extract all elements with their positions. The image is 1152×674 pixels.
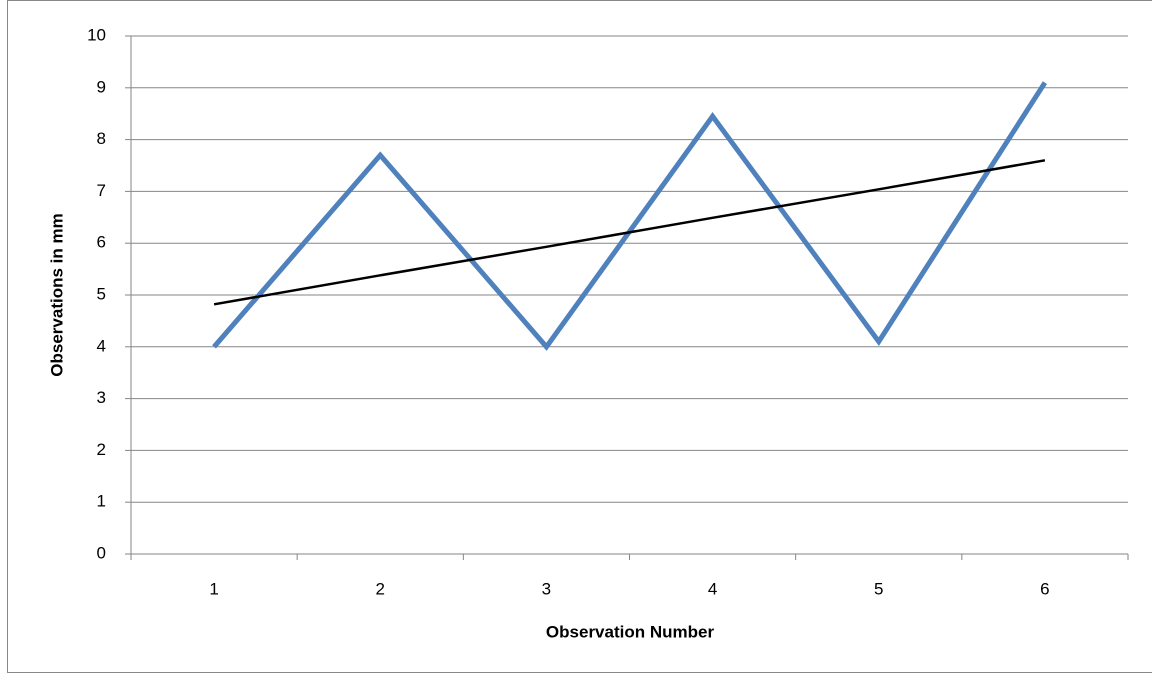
x-tick-label: 1 xyxy=(209,579,218,598)
x-tick-label: 3 xyxy=(542,579,551,598)
y-tick-label: 7 xyxy=(97,181,106,200)
x-axis-title: Observation Number xyxy=(546,622,715,641)
chart-border xyxy=(7,0,1152,673)
x-tick-label: 4 xyxy=(708,579,717,598)
y-tick-label: 5 xyxy=(97,284,106,303)
y-tick-label: 1 xyxy=(97,492,106,511)
x-tick-label: 2 xyxy=(376,579,385,598)
y-tick-label: 8 xyxy=(97,129,106,148)
y-tick-label: 4 xyxy=(97,336,106,355)
y-tick-label: 10 xyxy=(87,25,106,44)
y-tick-label: 9 xyxy=(97,77,106,96)
y-tick-label: 3 xyxy=(97,388,106,407)
y-tick-label: 0 xyxy=(97,543,106,562)
y-axis-title: Observations in mm xyxy=(47,213,66,376)
trend-line xyxy=(213,159,1046,306)
data-line xyxy=(212,81,1048,351)
y-tick-label: 6 xyxy=(97,233,106,252)
x-tick-label: 6 xyxy=(1040,579,1049,598)
x-tick-label: 5 xyxy=(874,579,883,598)
y-tick-label: 2 xyxy=(97,440,106,459)
